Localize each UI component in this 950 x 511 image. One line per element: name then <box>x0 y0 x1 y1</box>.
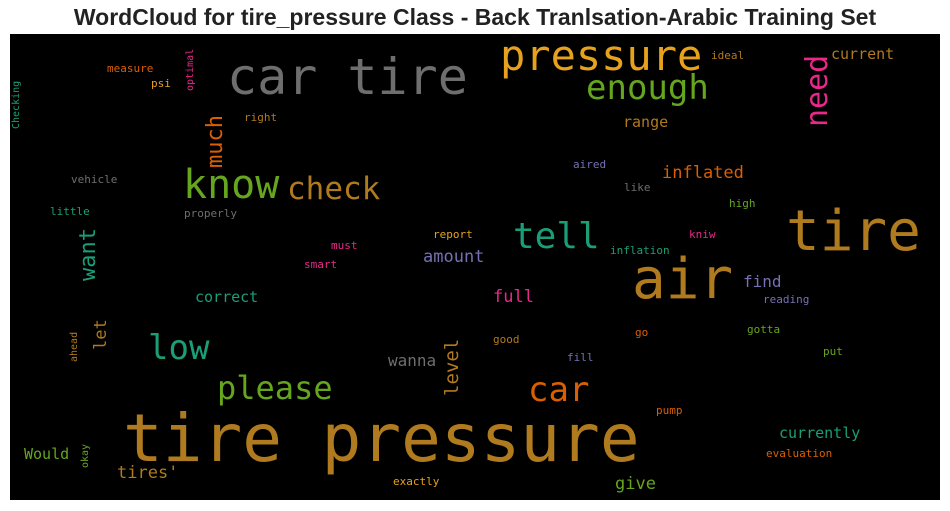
word-ideal: ideal <box>711 49 745 62</box>
word-little: little <box>50 205 90 218</box>
word-tires: tires' <box>117 463 179 483</box>
word-tell: tell <box>513 216 600 257</box>
word-please: please <box>217 369 333 407</box>
word-currently: currently <box>779 424 861 442</box>
word-exactly: exactly <box>393 475 440 488</box>
word-find: find <box>743 272 782 291</box>
word-check: check <box>287 171 381 207</box>
word-smart: smart <box>304 258 338 271</box>
word-gotta: gotta <box>747 323 781 336</box>
word-would: Would <box>24 445 70 463</box>
word-reading: reading <box>763 293 810 306</box>
word-go: go <box>635 326 649 339</box>
word-range: range <box>623 113 669 131</box>
word-kniw: kniw <box>689 228 716 241</box>
word-measure: measure <box>107 62 154 75</box>
word-want: want <box>76 228 101 281</box>
word-checking: Checking <box>11 80 22 129</box>
word-fill: fill <box>567 351 594 364</box>
word-current: current <box>831 45 895 63</box>
word-wanna: wanna <box>388 351 437 370</box>
word-okay: okay <box>80 443 91 468</box>
word-enough: enough <box>586 68 709 108</box>
word-good: good <box>493 333 520 346</box>
word-low: low <box>148 328 210 368</box>
word-inflated: inflated <box>662 163 744 183</box>
word-ahead: ahead <box>69 331 80 362</box>
word-let: let <box>91 319 111 350</box>
word-air: air <box>632 247 734 312</box>
word-level: level <box>441 338 463 396</box>
word-much: much <box>203 115 228 168</box>
word-right: right <box>244 111 278 124</box>
word-pressure: pressure <box>500 34 703 80</box>
word-like: like <box>624 181 651 194</box>
word-inflation: inflation <box>610 244 670 257</box>
word-full: full <box>493 287 534 307</box>
word-optimal: optimal <box>185 48 196 91</box>
word-report: report <box>433 228 473 241</box>
word-car-tire: car tire <box>227 48 468 106</box>
word-car: car <box>528 370 590 410</box>
word-know: know <box>183 162 280 208</box>
word-amount: amount <box>423 247 485 267</box>
word-must: must <box>331 239 358 252</box>
word-put: put <box>823 345 843 358</box>
word-tire: tire <box>786 199 921 264</box>
word-correct: correct <box>195 288 259 306</box>
word-give: give <box>615 474 656 494</box>
word-aired: aired <box>573 158 607 171</box>
word-psi: psi <box>151 77 171 90</box>
word-evaluation: evaluation <box>766 447 833 460</box>
word-tire-pressure: tire pressure <box>123 400 640 477</box>
word-cloud: tire pressure car tire pressure tire air… <box>10 34 940 500</box>
word-vehicle: vehicle <box>71 173 118 186</box>
word-properly: properly <box>184 207 237 220</box>
word-pump: pump <box>656 404 683 417</box>
chart-title: WordCloud for tire_pressure Class - Back… <box>73 4 877 30</box>
word-high: high <box>729 197 756 210</box>
word-need: need <box>800 54 835 127</box>
